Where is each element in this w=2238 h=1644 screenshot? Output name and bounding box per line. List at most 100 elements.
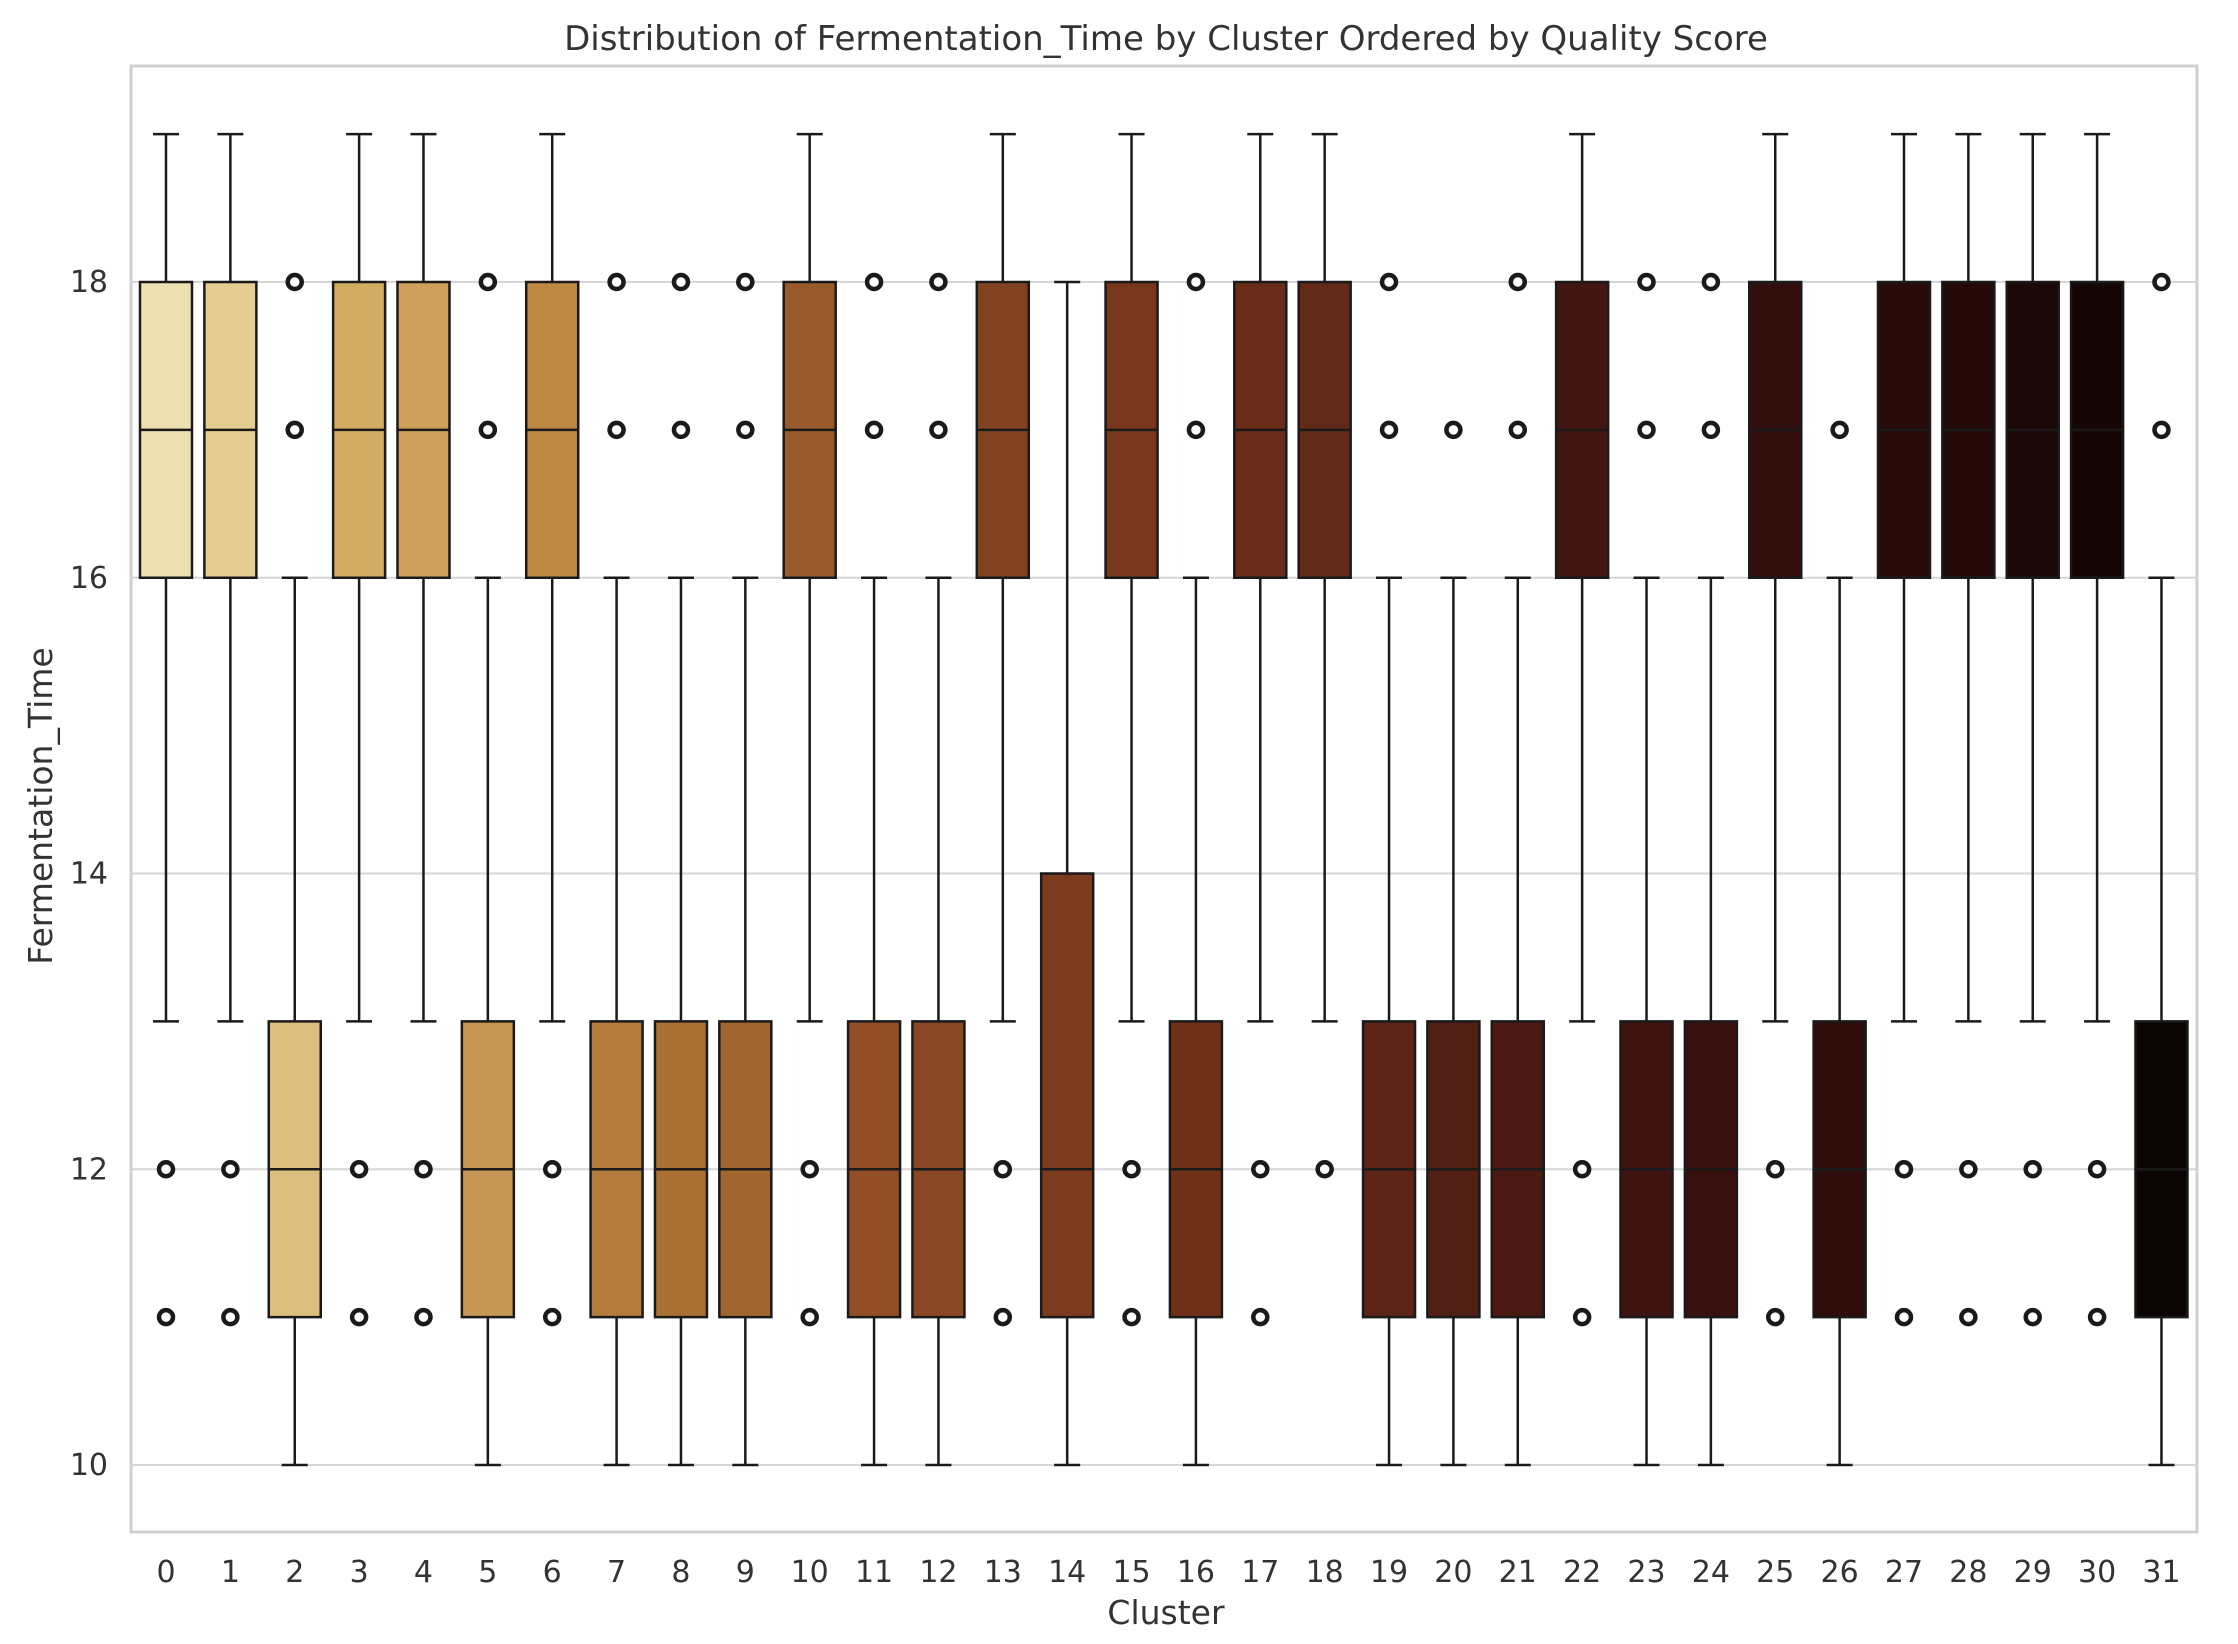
x-tick-label: 25	[1756, 1555, 1794, 1590]
outlier-point	[1637, 272, 1656, 292]
box-iqr	[1039, 872, 1095, 1319]
box-group	[1490, 272, 1546, 1467]
outlier-point	[478, 272, 498, 292]
outlier-point	[478, 420, 498, 440]
x-tick-label: 21	[1499, 1555, 1537, 1590]
outlier-point	[221, 1307, 240, 1327]
outlier-point	[1894, 1307, 1914, 1327]
box-group	[782, 132, 837, 1327]
x-tick-label: 4	[414, 1555, 433, 1590]
outlier-point	[1959, 1307, 1978, 1327]
box-group	[267, 272, 322, 1467]
outlier-point	[800, 1160, 819, 1179]
outlier-point	[993, 1160, 1013, 1179]
x-tick-label: 16	[1177, 1555, 1215, 1590]
y-tick-label: 18	[70, 265, 108, 300]
x-axis-title: Cluster	[1107, 1593, 1225, 1632]
outlier-point	[1251, 1160, 1270, 1179]
y-tick-label: 14	[70, 857, 108, 892]
box-group	[911, 272, 966, 1467]
x-tick-label: 1	[221, 1555, 240, 1590]
x-tick-label: 27	[1885, 1555, 1923, 1590]
x-tick-label: 8	[671, 1555, 690, 1590]
outlier-point	[929, 272, 948, 292]
outlier-point	[1766, 1160, 1785, 1179]
box-group	[1168, 272, 1224, 1467]
box-group	[524, 132, 580, 1327]
y-tick-label: 16	[70, 561, 108, 596]
box-group	[653, 272, 709, 1467]
outlier-point	[2023, 1160, 2042, 1179]
outlier-point	[156, 1160, 176, 1179]
x-tick-label: 18	[1306, 1555, 1344, 1590]
outlier-point	[1508, 272, 1528, 292]
outlier-point	[864, 272, 884, 292]
outlier-point	[349, 1160, 369, 1179]
outlier-point	[2152, 272, 2171, 292]
outlier-point	[1766, 1307, 1785, 1327]
box-group	[138, 132, 194, 1327]
x-tick-label: 30	[2078, 1555, 2116, 1590]
x-tick-label: 19	[1370, 1555, 1408, 1590]
outlier-point	[1572, 1307, 1592, 1327]
outlier-point	[1959, 1160, 1978, 1179]
x-tick-label: 31	[2142, 1555, 2180, 1590]
outlier-point	[1122, 1307, 1141, 1327]
outlier-point	[2087, 1160, 2107, 1179]
outlier-point	[1315, 1160, 1334, 1179]
box-group	[1104, 132, 1159, 1327]
outlier-point	[929, 420, 948, 440]
box-group	[2005, 132, 2060, 1327]
x-tick-label: 11	[855, 1555, 893, 1590]
outlier-point	[156, 1307, 176, 1327]
box-group	[1297, 132, 1352, 1179]
outlier-point	[736, 272, 755, 292]
box-group	[975, 132, 1031, 1327]
outlier-point	[1186, 272, 1206, 292]
outlier-point	[800, 1307, 819, 1327]
box-group	[1876, 132, 1932, 1327]
outlier-point	[1122, 1160, 1141, 1179]
x-tick-label: 26	[1821, 1555, 1859, 1590]
outlier-point	[1894, 1160, 1914, 1179]
x-tick-label: 2	[285, 1555, 304, 1590]
box-group	[1426, 420, 1481, 1467]
outlier-point	[1701, 420, 1721, 440]
x-tick-label: 6	[543, 1555, 562, 1590]
y-tick-label: 12	[70, 1152, 108, 1187]
outlier-point	[1830, 420, 1849, 440]
outlier-point	[671, 272, 691, 292]
x-tick-label: 22	[1563, 1555, 1601, 1590]
outlier-point	[1379, 272, 1399, 292]
x-tick-label: 14	[1048, 1555, 1086, 1590]
x-tick-label: 17	[1241, 1555, 1279, 1590]
box-group	[460, 272, 516, 1467]
outlier-point	[1379, 420, 1399, 440]
outlier-point	[864, 420, 884, 440]
box-group	[1683, 272, 1739, 1467]
box-group	[203, 132, 258, 1327]
x-tick-label: 28	[1949, 1555, 1987, 1590]
outlier-point	[993, 1307, 1013, 1327]
x-tick-label: 13	[984, 1555, 1022, 1590]
box-group	[1233, 132, 1288, 1327]
x-tick-label: 5	[478, 1555, 497, 1590]
boxes	[138, 132, 2189, 1467]
x-tick-label: 29	[2014, 1555, 2052, 1590]
box-group	[1619, 272, 1674, 1467]
outlier-point	[349, 1307, 369, 1327]
outlier-point	[736, 420, 755, 440]
x-tick-label: 9	[736, 1555, 755, 1590]
box-group	[2134, 272, 2189, 1467]
x-tick-label: 24	[1692, 1555, 1730, 1590]
box-group	[1941, 132, 1996, 1327]
outlier-point	[285, 420, 304, 440]
outlier-point	[2152, 420, 2171, 440]
y-tick-label: 10	[70, 1448, 108, 1483]
box-group	[589, 272, 644, 1467]
box-group	[1554, 132, 1610, 1327]
outlier-point	[542, 1160, 562, 1179]
outlier-point	[1508, 420, 1528, 440]
